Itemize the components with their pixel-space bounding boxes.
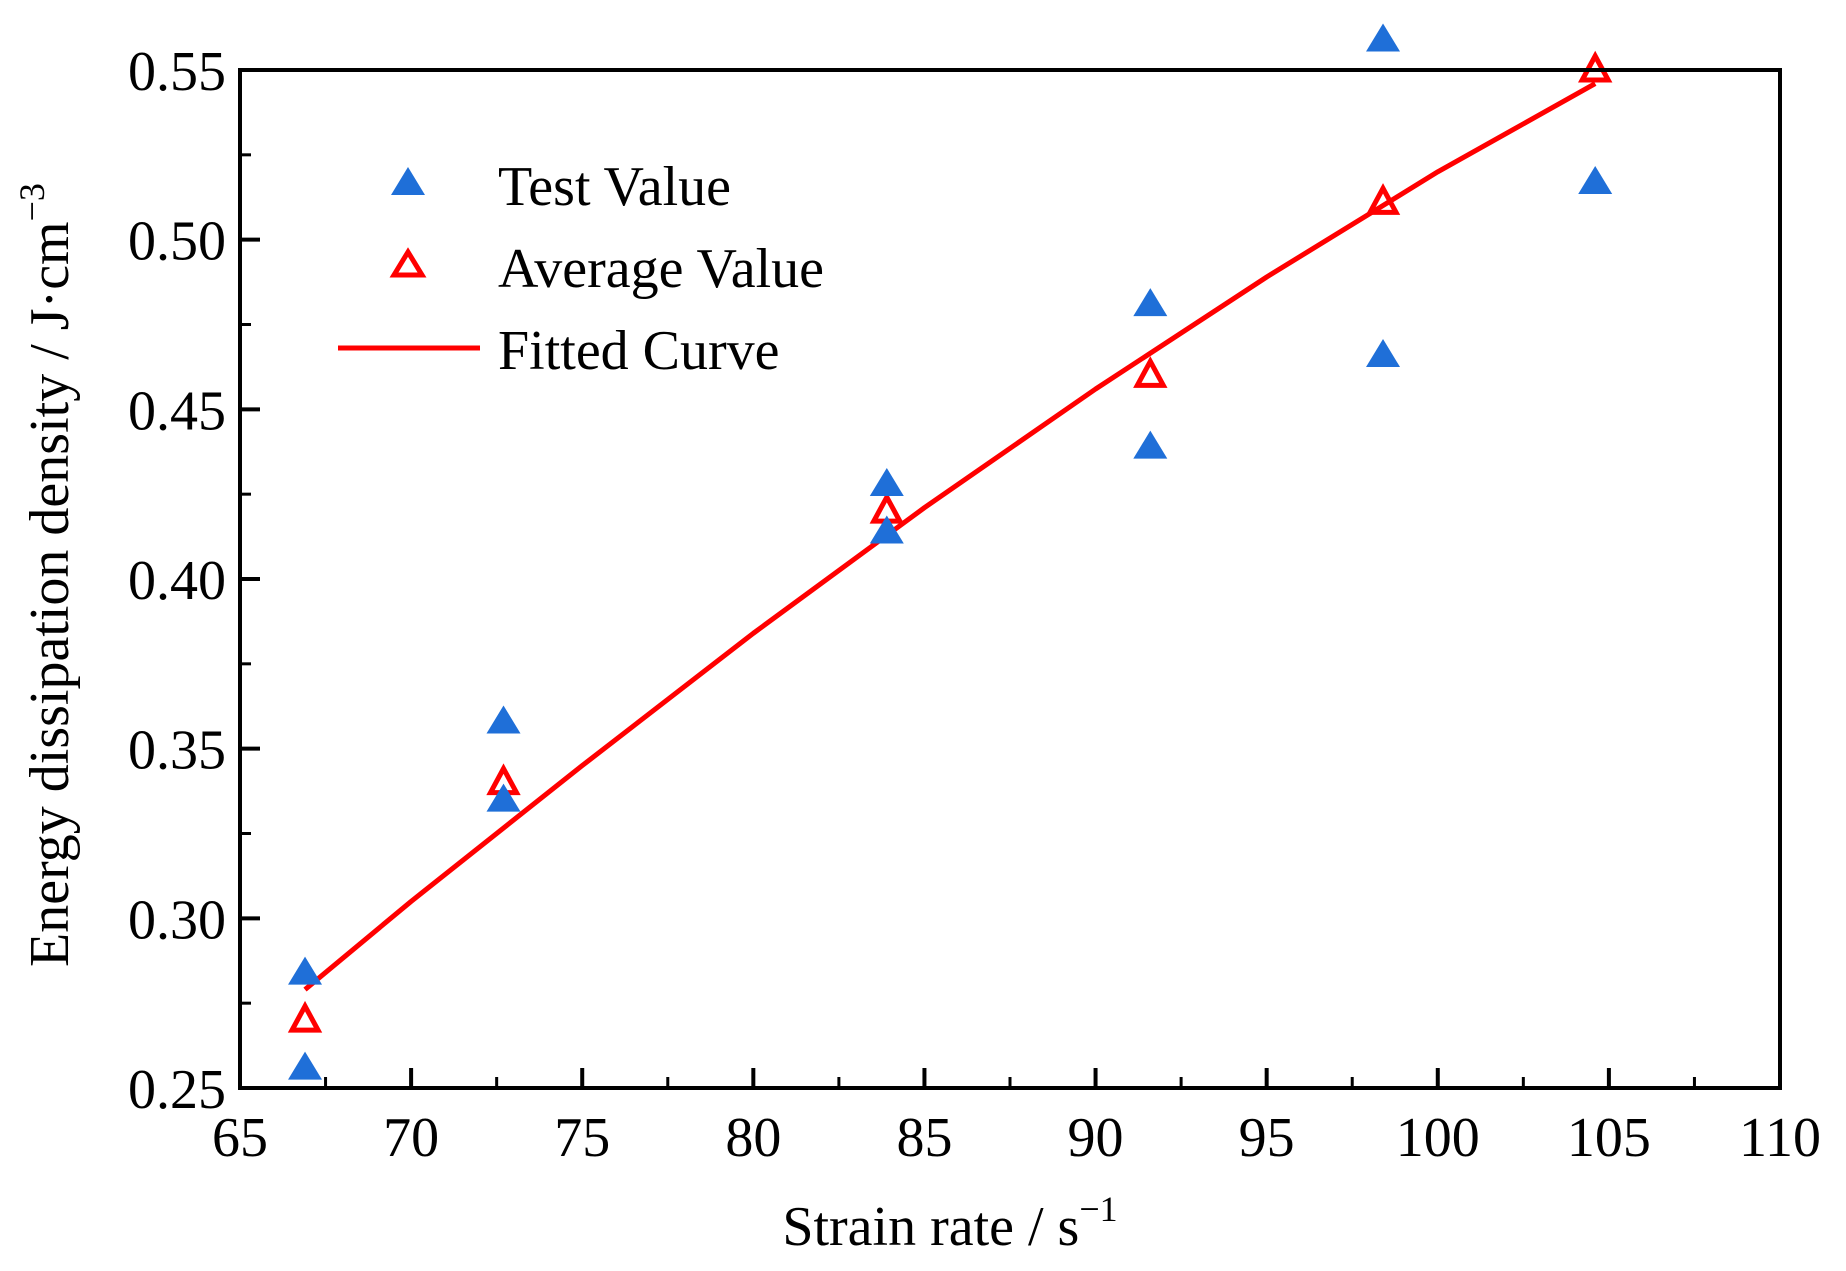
y-tick-label: 0.50 (128, 211, 226, 273)
test-value-point (486, 783, 521, 812)
x-tick-label: 110 (1739, 1107, 1821, 1169)
test-value-point (1366, 339, 1401, 368)
x-tick-label: 65 (212, 1107, 268, 1169)
test-value-point (869, 467, 904, 496)
test-value-point (1366, 23, 1401, 52)
legend-marker-test-value (391, 167, 425, 195)
test-value-point (288, 1051, 323, 1080)
x-tick-label: 95 (1239, 1107, 1295, 1169)
plot-frame (238, 68, 1782, 1090)
x-tick-label: 75 (554, 1107, 610, 1169)
test-value-point (1133, 430, 1168, 459)
legend-label-fitted-curve: Fitted Curve (498, 320, 780, 382)
x-axis-ticks: 65 70 75 80 85 90 95 100 105 110 (212, 1068, 1821, 1169)
x-tick-label: 80 (725, 1107, 781, 1169)
test-value-point (288, 956, 323, 985)
y-tick-label: 0.55 (128, 41, 226, 103)
test-value-point (1133, 288, 1168, 317)
plot-series (287, 23, 1613, 1080)
legend: Test Value Average Value Fitted Curve (338, 156, 824, 382)
x-tick-label: 100 (1396, 1107, 1480, 1169)
legend-label-test-value: Test Value (498, 156, 731, 218)
fitted-curve-line (303, 81, 1597, 992)
x-tick-label: 90 (1068, 1107, 1124, 1169)
x-tick-label: 85 (896, 1107, 952, 1169)
x-tick-label: 70 (383, 1107, 439, 1169)
test-value-point (486, 705, 521, 734)
legend-label-average-value: Average Value (498, 238, 824, 300)
test-value-point (1578, 165, 1613, 194)
legend-marker-average-value (389, 247, 427, 278)
x-tick-label: 105 (1567, 1107, 1651, 1169)
y-tick-label: 0.25 (128, 1059, 226, 1121)
y-axis-label: Energy dissipation density / J·cm−3 (12, 183, 81, 967)
y-tick-label: 0.40 (128, 550, 226, 612)
y-tick-label: 0.45 (128, 380, 226, 442)
x-axis-label: Strain rate / s−1 (782, 1189, 1117, 1258)
y-tick-label: 0.30 (128, 889, 226, 951)
average-value-point (1365, 183, 1401, 215)
test-value-point (869, 515, 904, 544)
average-value-point (1133, 356, 1168, 388)
average-value-point (287, 1000, 323, 1033)
y-tick-label: 0.35 (128, 720, 226, 782)
